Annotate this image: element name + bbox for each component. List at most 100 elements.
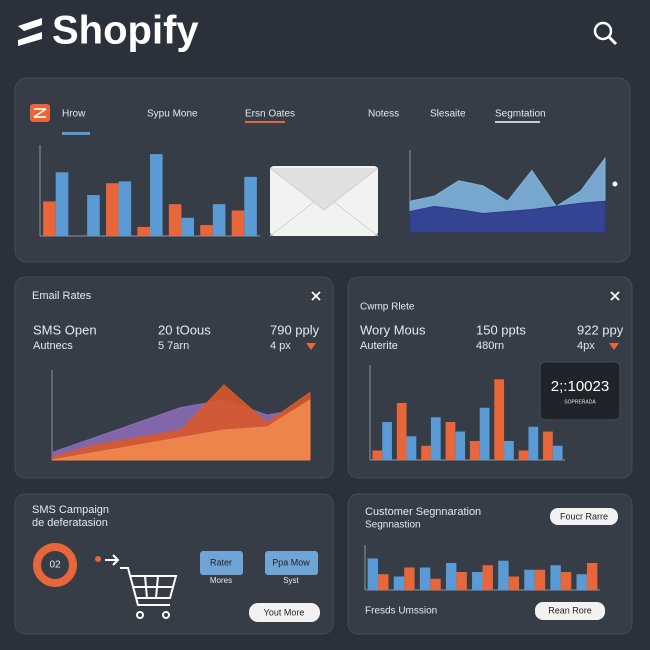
- tab[interactable]: Hrow: [62, 109, 86, 120]
- panel-footer: Fresds Umssion: [365, 606, 437, 617]
- campaign-panel: [347, 276, 633, 479]
- tab[interactable]: Segmtation: [495, 109, 546, 120]
- dot: [612, 181, 618, 187]
- bar: [494, 379, 505, 460]
- bar: [150, 154, 163, 236]
- trend-icon: [306, 343, 316, 350]
- button[interactable]: [200, 551, 243, 575]
- logo-icon: [18, 18, 42, 46]
- bar: [430, 578, 441, 590]
- stat: 5 7arn: [158, 340, 189, 352]
- trend-icon: [609, 343, 619, 350]
- bar: [430, 417, 441, 460]
- stat: 20 tOous: [158, 322, 211, 337]
- stat: 922 ppy: [577, 322, 624, 337]
- logo: Shopify: [52, 9, 199, 53]
- bar: [528, 426, 539, 460]
- stat: 4px: [577, 340, 595, 352]
- button-label: Ppa Mow: [272, 557, 310, 567]
- bar: [372, 450, 383, 460]
- bar: [576, 574, 587, 590]
- button-label: Rean Rore: [548, 605, 592, 615]
- bar: [482, 565, 493, 590]
- bar: [445, 422, 456, 460]
- close-button[interactable]: [311, 291, 321, 301]
- cart-icon: [95, 554, 178, 619]
- bar: [524, 569, 535, 590]
- button[interactable]: [550, 508, 618, 525]
- stat: 790 pply: [270, 322, 320, 337]
- button-label: Yout More: [264, 607, 305, 617]
- donut-label: 02: [49, 560, 61, 571]
- bar: [118, 181, 132, 236]
- search-icon[interactable]: [593, 21, 618, 46]
- tab[interactable]: Notess: [368, 109, 399, 120]
- bar: [367, 558, 379, 590]
- tab[interactable]: Slesaite: [430, 109, 466, 120]
- close-button[interactable]: [610, 291, 620, 301]
- bar: [552, 445, 563, 460]
- badge-value: 2;:10023: [551, 378, 609, 395]
- bar: [586, 563, 598, 590]
- panel-title: Customer Segnnaration: [365, 506, 481, 518]
- panel-title: Cwmp Rlete: [360, 302, 415, 313]
- bar: [168, 204, 182, 236]
- stat: 480rn: [476, 340, 504, 352]
- bar: [137, 226, 150, 236]
- bar: [396, 403, 407, 460]
- sms-panel: [14, 493, 334, 635]
- bar: [106, 183, 119, 236]
- tab-underline: [495, 121, 540, 123]
- tab-underline: [62, 132, 90, 135]
- bar: [469, 441, 480, 460]
- tab[interactable]: Ersn Oates: [245, 109, 295, 120]
- button-caption: Syst: [283, 576, 299, 585]
- bar: [212, 204, 226, 236]
- bar: [87, 195, 100, 236]
- panel-title: Email Rates: [32, 290, 92, 302]
- panel-subtitle: Segnnastion: [365, 520, 421, 531]
- panel-title: SMS Campaign: [32, 504, 109, 516]
- area: [409, 200, 606, 233]
- bar: [534, 569, 546, 590]
- bar: [445, 563, 457, 590]
- bar: [498, 560, 509, 590]
- bar: [504, 441, 514, 460]
- bar: [55, 172, 69, 236]
- button-caption: Mores: [210, 576, 232, 585]
- stat: 4 px: [270, 340, 291, 352]
- tab-underline: [245, 121, 285, 123]
- panel-subtitle: de deferatasion: [32, 517, 108, 529]
- bar: [382, 422, 392, 460]
- button[interactable]: [265, 551, 318, 575]
- button-label: Rater: [210, 557, 232, 567]
- bar: [244, 176, 257, 236]
- bar: [550, 565, 561, 590]
- bar: [479, 407, 490, 460]
- button[interactable]: [535, 602, 605, 620]
- stat: SMS Open: [33, 322, 97, 337]
- bar: [181, 217, 194, 236]
- stat: Wory Mous: [360, 322, 426, 337]
- bar: [378, 574, 389, 590]
- envelope: [269, 166, 379, 237]
- bar: [419, 567, 431, 590]
- button[interactable]: [249, 603, 320, 622]
- tab[interactable]: Sypu Mone: [147, 109, 198, 120]
- bar: [231, 210, 245, 236]
- button-label: Foucr Rarre: [560, 511, 608, 521]
- bar: [508, 576, 520, 590]
- stat: Auterite: [360, 340, 398, 352]
- badge: [539, 361, 621, 421]
- bar: [560, 572, 572, 590]
- donut: [33, 543, 77, 587]
- bar: [543, 431, 553, 460]
- bar: [406, 436, 417, 460]
- stat: Autnecs: [33, 340, 73, 352]
- bar: [43, 201, 56, 236]
- bar: [421, 445, 431, 460]
- bar: [518, 450, 529, 460]
- bar: [455, 431, 466, 460]
- bar: [200, 225, 213, 236]
